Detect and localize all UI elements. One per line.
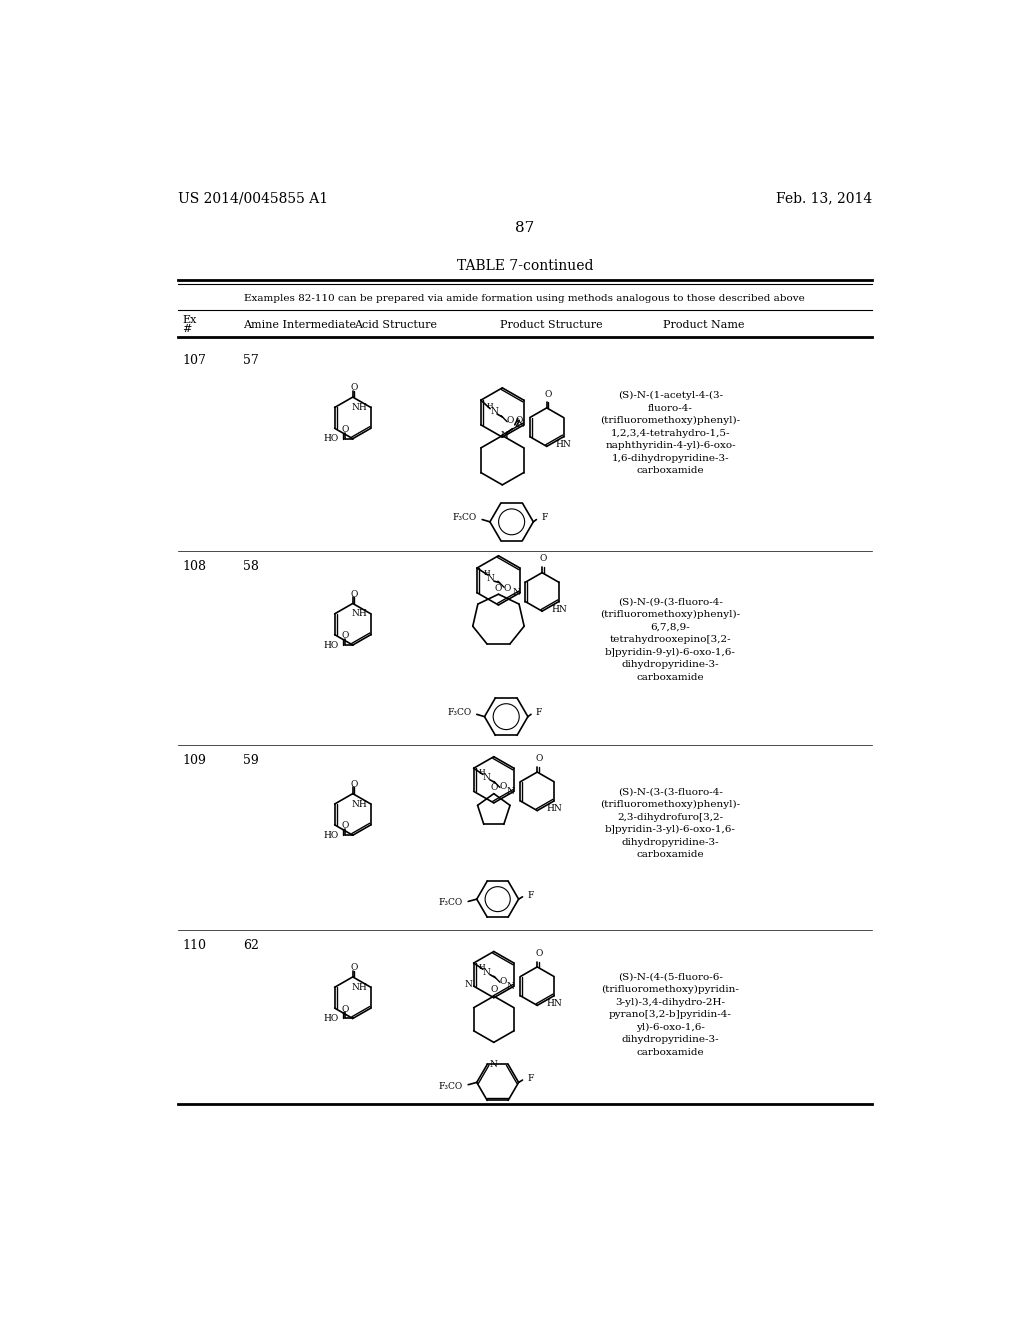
- Text: O: O: [490, 986, 498, 994]
- Text: H: H: [479, 962, 485, 972]
- Text: 109: 109: [182, 754, 206, 767]
- Text: O: O: [536, 754, 543, 763]
- Text: O: O: [504, 583, 511, 593]
- Text: (S)-N-(1-acetyl-4-(3-
fluoro-4-
(trifluoromethoxy)phenyl)-
1,2,3,4-tetrahydro-1,: (S)-N-(1-acetyl-4-(3- fluoro-4- (trifluo…: [600, 391, 740, 475]
- Text: F₃CO: F₃CO: [438, 899, 463, 907]
- Text: 107: 107: [182, 354, 206, 367]
- Text: #: #: [182, 325, 191, 334]
- Text: NH: NH: [351, 800, 367, 809]
- Text: N: N: [490, 408, 498, 416]
- Text: NH: NH: [351, 403, 367, 412]
- Text: (S)-N-(3-(3-fluoro-4-
(trifluoromethoxy)phenyl)-
2,3-dihydrofuro[3,2-
b]pyridin-: (S)-N-(3-(3-fluoro-4- (trifluoromethoxy)…: [600, 788, 740, 859]
- Text: 57: 57: [243, 354, 258, 367]
- Text: O: O: [350, 780, 358, 789]
- Text: NH: NH: [351, 983, 367, 991]
- Text: O: O: [545, 389, 552, 399]
- Text: O: O: [350, 590, 358, 599]
- Text: Product Name: Product Name: [663, 319, 744, 330]
- Text: O: O: [341, 631, 349, 640]
- Text: HN: HN: [551, 605, 566, 614]
- Text: O: O: [350, 383, 358, 392]
- Text: 87: 87: [515, 220, 535, 235]
- Text: HN: HN: [546, 804, 562, 813]
- Text: N: N: [507, 787, 515, 796]
- Text: 58: 58: [243, 560, 259, 573]
- Text: H: H: [483, 569, 490, 577]
- Text: F₃CO: F₃CO: [453, 513, 477, 523]
- Text: US 2014/0045855 A1: US 2014/0045855 A1: [178, 191, 329, 206]
- Text: N: N: [464, 981, 472, 989]
- Text: 110: 110: [182, 939, 206, 952]
- Text: F: F: [527, 891, 534, 900]
- Text: Feb. 13, 2014: Feb. 13, 2014: [776, 191, 872, 206]
- Text: N: N: [489, 1060, 498, 1069]
- Text: O: O: [350, 964, 358, 972]
- Text: N: N: [517, 420, 524, 429]
- Text: 108: 108: [182, 560, 206, 573]
- Text: HO: HO: [324, 434, 339, 444]
- Text: N: N: [507, 982, 515, 990]
- Text: O: O: [341, 1005, 349, 1014]
- Text: O: O: [540, 554, 547, 564]
- Text: 59: 59: [243, 754, 258, 767]
- Text: HO: HO: [324, 830, 339, 840]
- Text: N: N: [487, 574, 495, 582]
- Text: (S)-N-(9-(3-fluoro-4-
(trifluoromethoxy)phenyl)-
6,7,8,9-
tetrahydrooxepino[3,2-: (S)-N-(9-(3-fluoro-4- (trifluoromethoxy)…: [600, 598, 740, 681]
- Text: HO: HO: [324, 640, 339, 649]
- Text: N: N: [501, 432, 509, 440]
- Text: N: N: [483, 968, 490, 977]
- Text: (S)-N-(4-(5-fluoro-6-
(trifluoromethoxy)pyridin-
3-yl)-3,4-dihydro-2H-
pyrano[3,: (S)-N-(4-(5-fluoro-6- (trifluoromethoxy)…: [601, 973, 739, 1057]
- Text: Examples 82-110 can be prepared via amide formation using methods analogous to t: Examples 82-110 can be prepared via amid…: [245, 294, 805, 304]
- Text: O: O: [500, 977, 507, 986]
- Text: O: O: [341, 425, 349, 434]
- Text: O: O: [500, 783, 507, 791]
- Text: Amine Intermediate: Amine Intermediate: [243, 319, 355, 330]
- Text: H: H: [479, 768, 485, 776]
- Text: O: O: [516, 416, 523, 425]
- Text: HN: HN: [556, 440, 571, 449]
- Text: Ex: Ex: [182, 315, 197, 325]
- Text: O: O: [341, 821, 349, 830]
- Text: O: O: [507, 417, 514, 425]
- Text: TABLE 7-continued: TABLE 7-continued: [457, 259, 593, 273]
- Text: F: F: [536, 709, 542, 717]
- Text: 62: 62: [243, 939, 259, 952]
- Text: O: O: [495, 583, 502, 593]
- Text: O: O: [536, 949, 543, 958]
- Text: HN: HN: [546, 999, 562, 1008]
- Text: N: N: [483, 774, 490, 781]
- Text: HO: HO: [324, 1014, 339, 1023]
- Text: O: O: [490, 783, 498, 792]
- Text: NH: NH: [351, 610, 367, 618]
- Text: N: N: [513, 589, 521, 597]
- Text: F₃CO: F₃CO: [438, 1082, 463, 1090]
- Text: F: F: [541, 513, 548, 523]
- Text: H: H: [486, 403, 494, 411]
- Text: F₃CO: F₃CO: [447, 709, 471, 717]
- Text: Acid Structure: Acid Structure: [354, 319, 437, 330]
- Text: F: F: [527, 1074, 534, 1082]
- Text: Product Structure: Product Structure: [500, 319, 603, 330]
